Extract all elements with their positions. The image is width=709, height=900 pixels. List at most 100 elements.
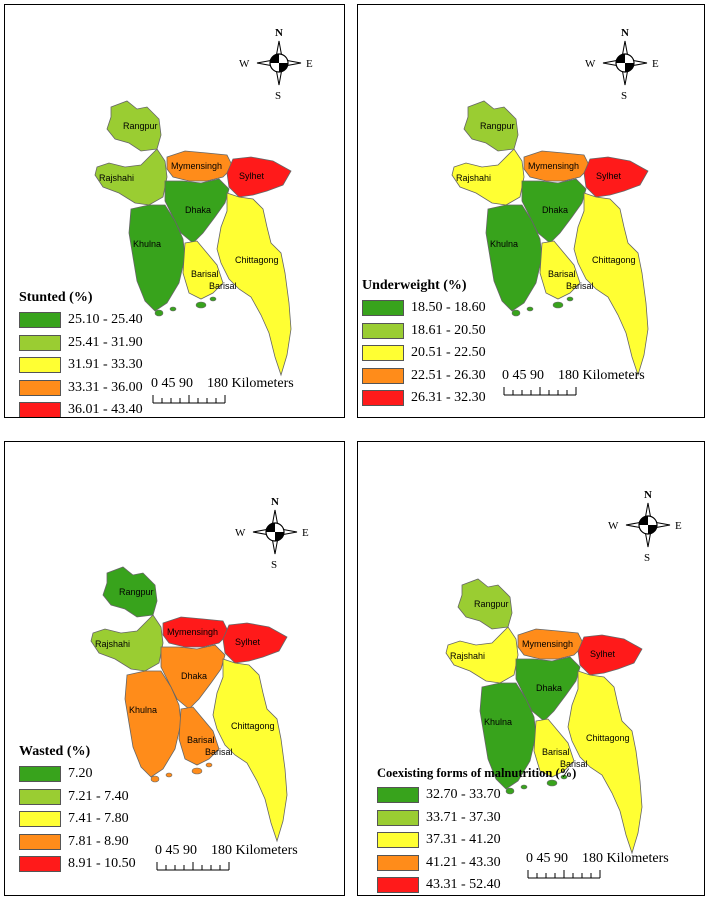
region-label-chittagong: Chittagong: [586, 733, 630, 743]
region-label-khulna: Khulna: [129, 705, 157, 715]
region-label-rajshahi: Rajshahi: [450, 651, 485, 661]
region-khulna: [485, 204, 543, 312]
legend-range-label: 33.71 - 37.30: [426, 809, 501, 825]
compass-west-label: W: [239, 58, 250, 70]
region-label-rangpur: Rangpur: [474, 599, 509, 609]
legend-range-label: 8.91 - 10.50: [68, 856, 136, 872]
coastal-island: [154, 309, 164, 317]
region-label-rangpur: Rangpur: [480, 121, 515, 131]
legend-item: 18.50 - 18.60: [362, 297, 486, 320]
underweight-map-panel: Rangpur Rajshahi Mymensingh Sylhet Dhaka Khul…: [357, 4, 705, 418]
region-label-rangpur: Rangpur: [123, 121, 158, 131]
legend-item: 25.10 - 25.40: [19, 309, 143, 332]
bangladesh-divisions: Rangpur Rajshahi Mymensingh Sylhet Dhaka Khul…: [451, 100, 649, 377]
coastal-island: [526, 306, 534, 312]
region-label-dhaka: Dhaka: [536, 683, 562, 693]
choropleth-map: Rangpur Rajshahi Mymensingh Sylhet Dhaka Khul…: [94, 27, 313, 377]
coastal-island: [546, 779, 558, 787]
region-label-barisal: Barisal: [548, 269, 576, 279]
region-label-dhaka: Dhaka: [185, 205, 211, 215]
map-legend: Stunted (%) 25.10 - 25.40 25.41 - 31.90 31.…: [19, 290, 143, 417]
scale-ticks-label: 0 45 90: [151, 376, 193, 391]
compass-west-label: W: [235, 527, 246, 539]
legend-item: 26.31 - 32.30: [362, 387, 486, 410]
legend-range-label: 7.81 - 8.90: [68, 833, 129, 849]
region-label-mymensingh: Mymensingh: [528, 161, 579, 171]
region-dhaka: [160, 644, 226, 710]
compass-east-label: E: [652, 58, 659, 70]
region-mymensingh: [162, 616, 230, 648]
scale-ticks-label: 0 45 90: [155, 843, 197, 858]
legend-swatch: [362, 300, 404, 317]
coastal-island: [169, 306, 177, 312]
scale-bar-label: 0 45 90 180 Kilometers: [151, 376, 294, 392]
region-chittagong: [573, 192, 649, 377]
region-label-mymensingh: Mymensingh: [167, 627, 218, 637]
legend-swatch: [377, 832, 419, 849]
legend-title: Underweight (%): [362, 278, 467, 293]
region-barisal: [539, 240, 581, 300]
legend-swatch: [19, 402, 61, 417]
region-label-barisal: Barisal: [205, 747, 233, 757]
coastal-island: [505, 787, 515, 795]
legend-swatch: [19, 856, 61, 873]
legend-range-label: 7.20: [68, 766, 93, 782]
region-chittagong: [212, 658, 288, 843]
region-khulna: [479, 682, 537, 790]
scale-ticks-label: 0 45 90: [526, 851, 568, 866]
legend-item: 20.51 - 22.50: [362, 342, 486, 365]
scale-bar: 0 45 90 180 Kilometers: [502, 368, 645, 402]
scale-end-label: 180 Kilometers: [207, 376, 294, 391]
compass-south-label: S: [275, 90, 281, 102]
region-label-sylhet: Sylhet: [235, 637, 261, 647]
scale-bar-label: 0 45 90 180 Kilometers: [502, 368, 645, 384]
coastal-island: [560, 774, 568, 780]
legend-item: 36.01 - 43.40: [19, 399, 143, 417]
bangladesh-divisions: Rangpur Rajshahi Mymensingh Sylhet Dhaka Khul…: [90, 566, 288, 843]
region-label-chittagong: Chittagong: [592, 255, 636, 265]
legend-swatch: [19, 788, 61, 805]
compass-south-label: S: [621, 90, 627, 102]
region-label-barisal: Barisal: [191, 269, 219, 279]
choropleth-map: Rangpur Rajshahi Mymensingh Sylhet Dhaka Khul…: [445, 489, 682, 855]
legend-item: 7.81 - 8.90: [19, 831, 136, 854]
compass-east-label: E: [302, 527, 309, 539]
legend-swatch: [362, 345, 404, 362]
scale-bar-ticks: [152, 395, 226, 404]
legend-title: Stunted (%): [19, 290, 93, 305]
scale-end-label: 180 Kilometers: [558, 368, 645, 383]
region-label-barisal: Barisal: [187, 735, 215, 745]
legend-swatch: [377, 854, 419, 871]
legend-item: 18.61 - 20.50: [362, 320, 486, 343]
map-legend: Wasted (%) 7.20 7.21 - 7.40 7.41 - 7.80 7.81…: [19, 744, 136, 876]
region-khulna: [124, 670, 182, 778]
legend-range-label: 43.31 - 52.40: [426, 877, 501, 893]
bangladesh-divisions: Rangpur Rajshahi Mymensingh Sylhet Dhaka Khul…: [94, 100, 292, 377]
coastal-island: [165, 772, 173, 778]
region-label-sylhet: Sylhet: [239, 171, 265, 181]
compass-south-label: S: [271, 559, 277, 571]
legend-range-label: 7.21 - 7.40: [68, 788, 129, 804]
region-chittagong: [216, 192, 292, 377]
stunted-map-panel: Rangpur Rajshahi Mymensingh Sylhet Dhaka Khul…: [4, 4, 345, 418]
scale-bar: 0 45 90 180 Kilometers: [151, 376, 294, 410]
legend-swatch: [19, 766, 61, 783]
legend-range-label: 26.31 - 32.30: [411, 390, 486, 406]
compass-south-label: S: [644, 552, 650, 564]
coastal-island: [205, 762, 213, 768]
region-dhaka: [164, 178, 230, 244]
region-dhaka: [515, 656, 581, 722]
region-barisal: [178, 706, 220, 766]
coastal-island: [209, 296, 217, 302]
compass-north-label: N: [621, 27, 629, 39]
legend-item: 31.91 - 33.30: [19, 354, 143, 377]
compass-west-label: W: [608, 520, 619, 532]
choropleth-map: Rangpur Rajshahi Mymensingh Sylhet Dhaka Khul…: [451, 27, 659, 377]
compass-east-label: E: [306, 58, 313, 70]
legend-range-label: 37.31 - 41.20: [426, 832, 501, 848]
region-sylhet: [583, 156, 649, 198]
region-chittagong: [567, 670, 643, 855]
scale-bar-ticks: [527, 870, 601, 879]
legend-swatch: [362, 390, 404, 407]
compass-rose-icon: [256, 40, 302, 86]
